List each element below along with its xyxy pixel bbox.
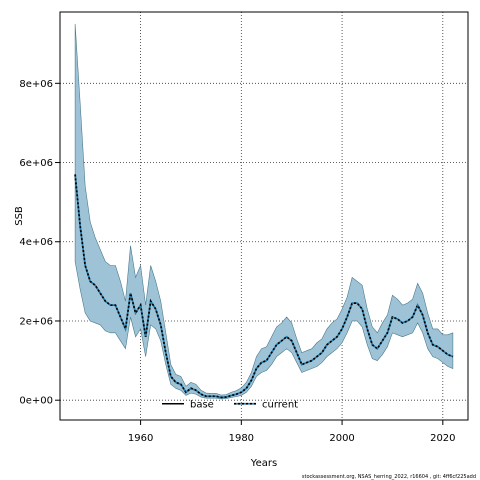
y-tick-label: 8e+06 (19, 79, 53, 90)
legend: base current (162, 399, 298, 410)
x-axis-title: Years (250, 458, 277, 469)
legend-item-current: current (234, 399, 298, 410)
legend-label: base (190, 399, 214, 410)
confidence-band-area (74, 23, 454, 400)
y-axis-ticks: 0e+00 2e+06 4e+06 6e+06 8e+06 (19, 79, 60, 407)
x-axis-ticks: 1960 1980 2000 2020 (128, 420, 456, 444)
footer-note: stockassessment.org, NSAS_herring_2022, … (302, 474, 476, 480)
y-tick-label: 2e+06 (19, 316, 53, 327)
plot-frame (59, 11, 469, 421)
series-line-current (74, 174, 454, 399)
y-tick-label: 4e+06 (19, 237, 53, 248)
y-tick-label: 0e+00 (19, 396, 53, 407)
y-axis-title: SSB (14, 206, 25, 226)
x-tick-label: 2020 (430, 433, 455, 444)
legend-item-base: base (162, 399, 214, 410)
x-tick-label: 2000 (329, 433, 354, 444)
x-tick-label: 1960 (128, 433, 153, 444)
series-lines (74, 174, 454, 399)
y-tick-label: 6e+06 (19, 158, 53, 169)
confidence-band (74, 23, 454, 400)
series-line-current-overlay (74, 174, 454, 399)
x-tick-label: 1980 (229, 433, 254, 444)
legend-label: current (262, 399, 298, 410)
